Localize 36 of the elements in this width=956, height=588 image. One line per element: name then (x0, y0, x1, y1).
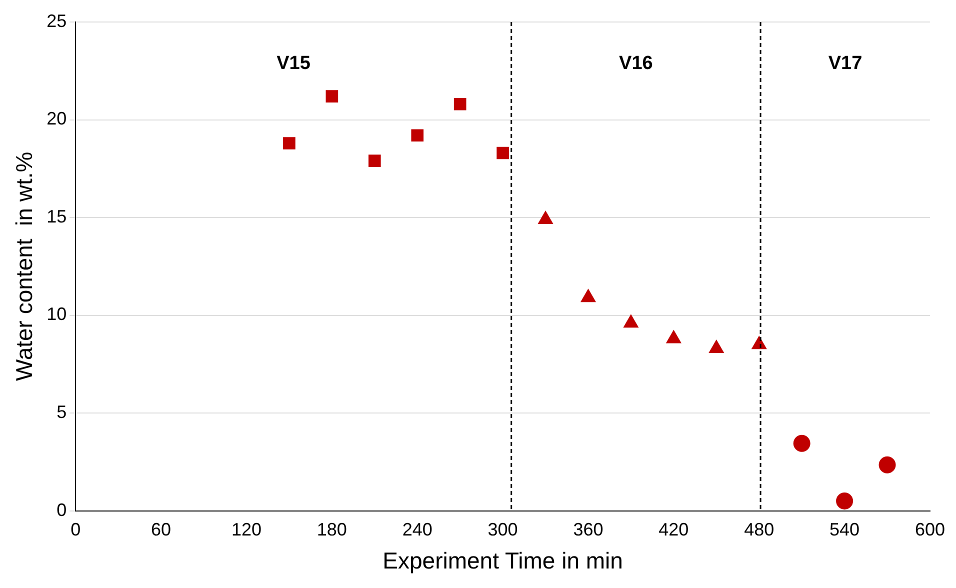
x-tick-label: 60 (151, 520, 172, 540)
point (580, 289, 596, 302)
annotation: V17 (828, 53, 862, 74)
x-axis-title: Experiment Time in min (382, 548, 623, 574)
y-axis-title: Water content in wt.% (11, 152, 38, 382)
y-tick-label: 20 (46, 108, 67, 129)
x-tick-label: 600 (914, 520, 946, 540)
point (878, 456, 896, 474)
y-tick-label: 10 (46, 304, 67, 324)
annotation: V15 (276, 53, 311, 74)
point (793, 434, 810, 452)
x-tick-label: 540 (830, 520, 860, 540)
point (836, 492, 854, 510)
point (666, 330, 682, 344)
point (708, 340, 724, 354)
point (454, 98, 466, 110)
x-tick-label: 240 (402, 520, 432, 540)
point (624, 314, 638, 328)
annotation: V16 (619, 53, 653, 74)
point (752, 336, 767, 350)
y-tick-label: 15 (46, 206, 67, 226)
x-tick-label: 480 (744, 520, 774, 540)
y-tick-label: 5 (56, 402, 67, 422)
x-tick-label: 180 (316, 520, 347, 540)
x-tick-label: 360 (573, 520, 604, 540)
point (368, 154, 381, 167)
x-tick-label: 300 (488, 520, 518, 540)
y-tick-label: 0 (56, 500, 67, 520)
x-tick-label: 120 (231, 520, 262, 540)
point (496, 146, 509, 160)
x-tick-label: 0 (70, 520, 81, 540)
point (411, 129, 424, 142)
point (283, 137, 296, 150)
x-tick-label: 420 (658, 520, 689, 540)
y-tick-label: 25 (46, 10, 67, 31)
point (326, 90, 338, 102)
